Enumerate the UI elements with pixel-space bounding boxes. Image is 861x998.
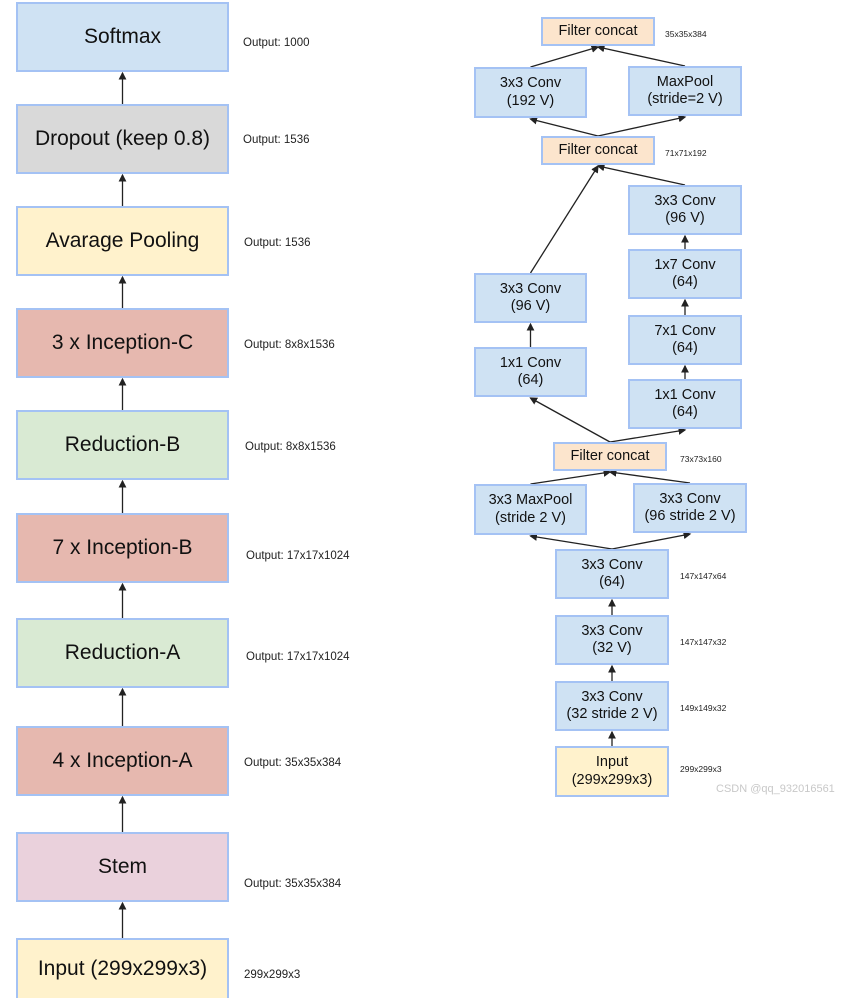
node-mp2: MaxPool (stride=2 V) [628, 66, 742, 116]
node-c32: 3x3 Conv (32 V) [555, 615, 669, 665]
node-sin: Input (299x299x3) [555, 746, 669, 797]
output-label-c64: 147x147x64 [680, 571, 727, 581]
node-dropout: Dropout (keep 0.8) [16, 104, 229, 174]
node-c32s: 3x3 Conv (32 stride 2 V) [555, 681, 669, 731]
node-incB: 7 x Inception-B [16, 513, 229, 583]
output-label-c32s: 149x149x32 [680, 703, 727, 713]
output-label-incB: Output: 17x17x1024 [246, 550, 350, 562]
node-stem: Stem [16, 832, 229, 902]
output-label-dropout: Output: 1536 [243, 134, 310, 146]
node-l96: 3x3 Conv (96 V) [474, 273, 587, 323]
output-label-fc2: 71x71x192 [665, 147, 707, 158]
output-label-sin: 299x299x3 [680, 763, 722, 774]
output-label-redA: Output: 17x17x1024 [246, 651, 350, 663]
node-mp3: 3x3 MaxPool (stride 2 V) [474, 484, 587, 535]
output-label-c32: 147x147x32 [680, 637, 727, 647]
node-incC: 3 x Inception-C [16, 308, 229, 378]
node-c64: 3x3 Conv (64) [555, 549, 669, 599]
watermark: CSDN @qq_932016561 [716, 783, 835, 795]
edge-l96-to-fc2 [529, 164, 599, 274]
node-avgpool: Avarage Pooling [16, 206, 229, 276]
output-label-avgpool: Output: 1536 [244, 237, 311, 249]
node-input: Input (299x299x3) [16, 938, 229, 998]
node-r71: 7x1 Conv (64) [628, 315, 742, 365]
node-incA: 4 x Inception-A [16, 726, 229, 796]
node-r96: 3x3 Conv (96 V) [628, 185, 742, 235]
edge-c96s-to-fc3 [608, 469, 691, 484]
output-label-incA: Output: 35x35x384 [244, 757, 342, 769]
node-redA: Reduction-A [16, 618, 229, 688]
node-c192: 3x3 Conv (192 V) [474, 67, 587, 118]
node-redB: Reduction-B [16, 410, 229, 480]
node-fc2: Filter concat [541, 136, 655, 165]
edge-r96-to-fc2 [596, 163, 686, 186]
output-label-fc3: 73x73x160 [680, 453, 722, 464]
edge-fc3-to-r11 [609, 427, 687, 443]
node-fc1: Filter concat [541, 17, 655, 46]
edge-fc2-to-c192 [529, 116, 599, 137]
output-label-softmax: Output: 1000 [243, 37, 310, 49]
edge-fc2-to-mp2 [597, 114, 687, 137]
output-label-input: 299x299x3 [244, 969, 301, 981]
edge-c64-to-c96s [611, 531, 692, 550]
edge-c64-to-mp3 [529, 533, 613, 550]
output-label-incC: Output: 8x8x1536 [244, 339, 335, 351]
node-softmax: Softmax [16, 2, 229, 72]
node-c96s: 3x3 Conv (96 stride 2 V) [633, 483, 747, 533]
edge-mp2-to-fc1 [596, 44, 686, 67]
edge-c192-to-fc1 [530, 45, 600, 68]
edge-mp3-to-fc3 [530, 469, 612, 485]
output-label-fc1: 35x35x384 [665, 28, 707, 39]
node-fc3: Filter concat [553, 442, 667, 471]
node-r17: 1x7 Conv (64) [628, 249, 742, 299]
node-r11: 1x1 Conv (64) [628, 379, 742, 429]
edge-fc3-to-l11 [529, 397, 611, 443]
output-label-stem: Output: 35x35x384 [244, 878, 342, 890]
output-label-redB: Output: 8x8x1536 [245, 441, 336, 453]
node-l11: 1x1 Conv (64) [474, 347, 587, 397]
